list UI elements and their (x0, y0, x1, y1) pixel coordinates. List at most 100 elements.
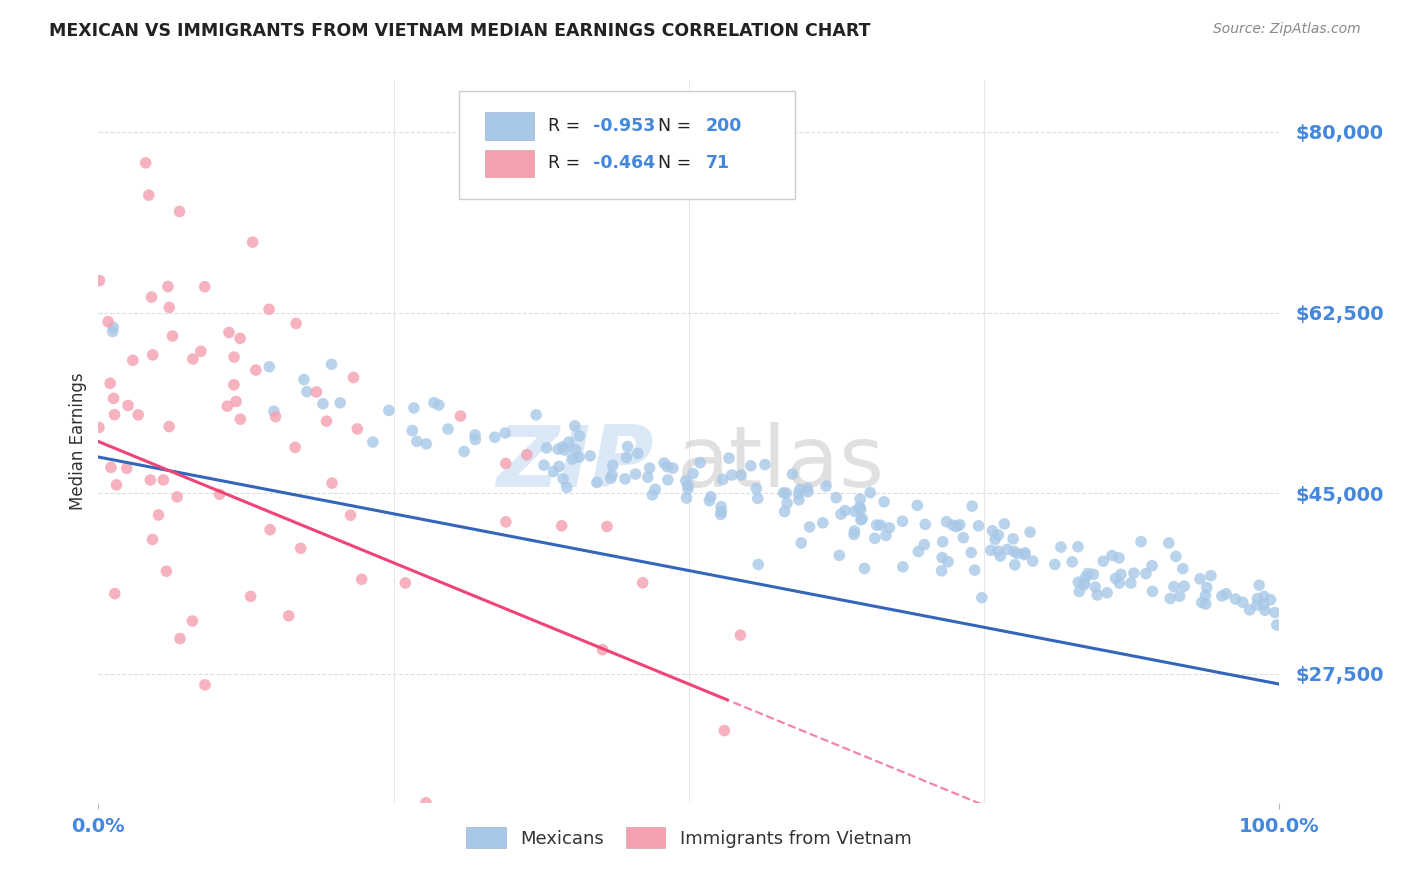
Point (305, 384, 328, 399)
Point (194, 279, 217, 293)
Text: -0.464: -0.464 (593, 154, 655, 172)
Point (599, 471, 621, 485)
Point (1073, 575, 1095, 590)
Point (1062, 555, 1084, 569)
Point (98, 376, 121, 391)
Text: 71: 71 (706, 154, 730, 172)
Point (346, 422, 368, 436)
Point (1050, 540, 1073, 554)
Point (1073, 578, 1095, 592)
Point (754, 458, 776, 472)
Text: atlas: atlas (678, 422, 886, 505)
Point (1012, 548, 1035, 562)
Point (350, 572, 373, 586)
Point (772, 486, 794, 500)
Point (963, 563, 986, 577)
Point (710, 505, 733, 519)
Point (849, 491, 872, 506)
Point (536, 441, 558, 455)
Point (1074, 570, 1097, 584)
Point (1101, 549, 1123, 563)
Point (931, 564, 953, 578)
Point (222, 350, 245, 364)
Point (245, 363, 267, 377)
Point (988, 549, 1011, 563)
Point (931, 550, 953, 565)
Point (945, 519, 967, 533)
Point (1195, 581, 1218, 595)
Point (859, 485, 882, 500)
Point (394, 576, 416, 591)
Point (1021, 554, 1043, 568)
Point (932, 534, 955, 549)
Point (155, 564, 177, 578)
Point (225, 394, 247, 409)
FancyBboxPatch shape (485, 112, 534, 139)
Point (259, 523, 281, 537)
Point (1043, 558, 1066, 572)
Point (682, 467, 704, 481)
Point (152, 473, 174, 487)
Point (1239, 603, 1261, 617)
Point (264, 409, 287, 424)
Point (1253, 590, 1275, 604)
Point (987, 528, 1010, 542)
Point (1157, 536, 1180, 550)
Point (190, 344, 212, 359)
Point (1069, 584, 1091, 599)
Point (148, 508, 170, 522)
Point (259, 359, 281, 374)
Point (848, 500, 870, 514)
Point (342, 370, 364, 384)
Point (713, 723, 735, 738)
Point (495, 515, 517, 529)
Point (405, 434, 427, 449)
Point (873, 495, 896, 509)
Point (699, 493, 721, 508)
Point (984, 533, 1007, 547)
Point (208, 487, 231, 501)
Point (596, 519, 619, 533)
Point (1163, 580, 1185, 594)
Point (1232, 595, 1254, 609)
Point (1108, 550, 1130, 565)
Point (450, 409, 472, 423)
Point (865, 518, 887, 533)
Point (543, 465, 565, 479)
Point (494, 425, 516, 440)
Point (586, 475, 609, 490)
Point (853, 561, 876, 575)
Point (981, 524, 1004, 538)
Point (516, 448, 538, 462)
Point (967, 519, 990, 533)
Point (700, 490, 723, 504)
Point (315, 414, 337, 428)
Point (568, 450, 591, 465)
Point (263, 404, 285, 418)
Point (657, 459, 679, 474)
Point (949, 517, 972, 532)
Point (402, 401, 425, 415)
Point (641, 488, 664, 502)
Point (423, 395, 446, 409)
Point (914, 517, 936, 532)
Point (127, 408, 149, 422)
Point (662, 461, 685, 475)
Point (720, 468, 742, 483)
FancyBboxPatch shape (485, 150, 534, 178)
Point (135, 156, 157, 170)
Text: Source: ZipAtlas.com: Source: ZipAtlas.com (1213, 22, 1361, 37)
Point (614, 472, 637, 486)
Point (142, 348, 165, 362)
Point (156, 279, 179, 293)
Point (1109, 567, 1132, 582)
Point (730, 467, 752, 482)
Point (550, 518, 572, 533)
Point (329, 396, 352, 410)
FancyBboxPatch shape (458, 91, 796, 200)
Point (842, 527, 865, 541)
Point (1067, 575, 1090, 590)
Point (710, 500, 733, 514)
Point (495, 457, 517, 471)
Point (787, 492, 810, 507)
